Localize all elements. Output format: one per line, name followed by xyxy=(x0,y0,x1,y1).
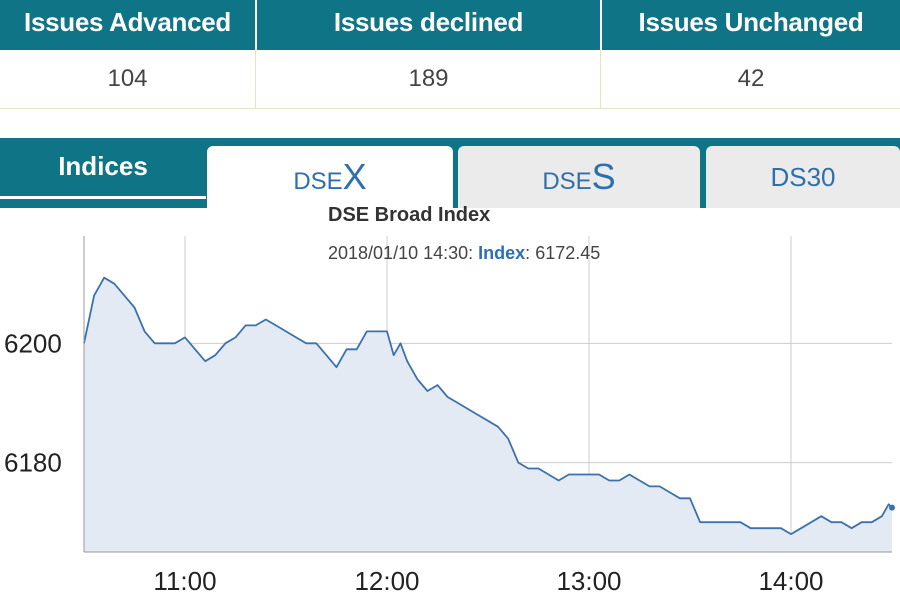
x-tick-label: 12:00 xyxy=(354,566,419,596)
summary-value-row: 104 189 42 xyxy=(0,50,900,109)
tooltip-colon: : xyxy=(525,243,531,263)
row-divider xyxy=(255,50,256,108)
y-tick-label: 6180 xyxy=(4,448,62,478)
x-tick-label: 13:00 xyxy=(556,566,621,596)
chart-series xyxy=(83,276,895,552)
chart-title: DSE Broad Index xyxy=(328,204,491,226)
tab-ds30[interactable]: DS30 xyxy=(706,146,900,208)
series-area-fill xyxy=(84,277,892,552)
tab-dsex-prefix: DSE xyxy=(293,168,343,195)
tab-ds30-label: DS30 xyxy=(770,162,836,192)
header-issues-unchanged: Issues Unchanged xyxy=(638,7,864,37)
header-divider xyxy=(600,0,602,50)
x-tick-label: 14:00 xyxy=(758,566,823,596)
series-last-point xyxy=(889,504,895,511)
index-chart: 6180 6200 11:00 12:00 13:00 14:00 xyxy=(0,208,900,600)
tab-dsex[interactable]: DSEX xyxy=(207,146,453,216)
series-line xyxy=(83,276,893,535)
indices-underline xyxy=(0,196,206,199)
row-divider xyxy=(600,50,601,108)
issues-summary-table: Issues Advanced Issues declined Issues U… xyxy=(0,0,900,110)
value-issues-advanced: 104 xyxy=(107,65,148,92)
tab-dsex-suffix: X xyxy=(342,156,367,197)
x-tick-label: 11:00 xyxy=(153,566,216,596)
header-divider xyxy=(255,0,257,50)
tooltip-label: Index xyxy=(478,243,526,263)
summary-header-row: Issues Advanced Issues declined Issues U… xyxy=(0,0,900,50)
tooltip-datetime: 2018/01/10 14:30: xyxy=(328,243,474,263)
tab-dses-prefix: DSE xyxy=(542,168,592,195)
tab-dses-suffix: S xyxy=(591,156,616,197)
y-tick-label: 6200 xyxy=(4,328,62,358)
header-issues-advanced: Issues Advanced xyxy=(24,7,231,37)
value-issues-declined: 189 xyxy=(408,65,449,92)
index-chart-svg: 6180 6200 11:00 12:00 13:00 14:00 xyxy=(4,236,895,596)
chart-tooltip: 2018/01/10 14:30: Index: 6172.45 xyxy=(328,243,600,264)
tab-dses[interactable]: DSES xyxy=(458,146,700,208)
indices-label: Indices xyxy=(58,151,148,181)
header-issues-declined: Issues declined xyxy=(333,7,524,37)
tooltip-value: 6172.45 xyxy=(535,243,601,263)
value-issues-unchanged: 42 xyxy=(737,65,765,92)
chart-axes: 6180 6200 11:00 12:00 13:00 14:00 xyxy=(4,236,892,596)
